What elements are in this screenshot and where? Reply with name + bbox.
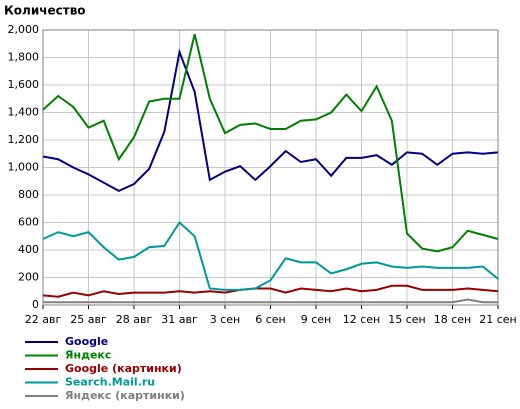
x-tick-label: 12 сен [343, 313, 381, 326]
y-tick-label: 200 [18, 271, 39, 284]
series-line [42, 33, 499, 253]
y-tick-label: 800 [18, 188, 39, 201]
y-tick-label: 1,400 [8, 106, 40, 119]
series-line [42, 220, 499, 291]
x-tick-label: 3 сен [210, 313, 241, 326]
x-tick-label: 6 сен [255, 313, 286, 326]
x-tick-label: 15 сен [388, 313, 426, 326]
x-tick-label: 21 сен [479, 313, 517, 326]
x-tick-label: 25 авг [70, 313, 107, 326]
x-tick-label: 28 авг [116, 313, 153, 326]
y-tick-label: 600 [18, 216, 39, 229]
legend-label: Google [65, 335, 108, 348]
y-tick-label: 0 [32, 298, 39, 311]
y-tick-label: 1,000 [8, 161, 40, 174]
series-line [42, 284, 499, 298]
legend-label: Яндекс [65, 349, 111, 362]
y-tick-label: 400 [18, 243, 39, 256]
y-tick-label: 1,600 [8, 78, 40, 91]
y-tick-label: 2,000 [8, 23, 40, 36]
legend-label: Google (картинки) [65, 362, 182, 375]
y-tick-label: 1,800 [8, 51, 40, 64]
legend-label: Яндекс (картинки) [65, 389, 185, 402]
x-tick-label: 18 сен [434, 313, 472, 326]
y-tick-label: 1,200 [8, 133, 40, 146]
legend-label: Search.Mail.ru [65, 376, 155, 389]
series-line [43, 298, 498, 304]
x-tick-label: 31 авг [161, 313, 198, 326]
x-tick-label: 22 авг [25, 313, 62, 326]
x-tick-label: 9 сен [301, 313, 332, 326]
plot-frame [42, 29, 499, 306]
chart-title: Количество [4, 4, 86, 18]
series-line [42, 48, 499, 192]
